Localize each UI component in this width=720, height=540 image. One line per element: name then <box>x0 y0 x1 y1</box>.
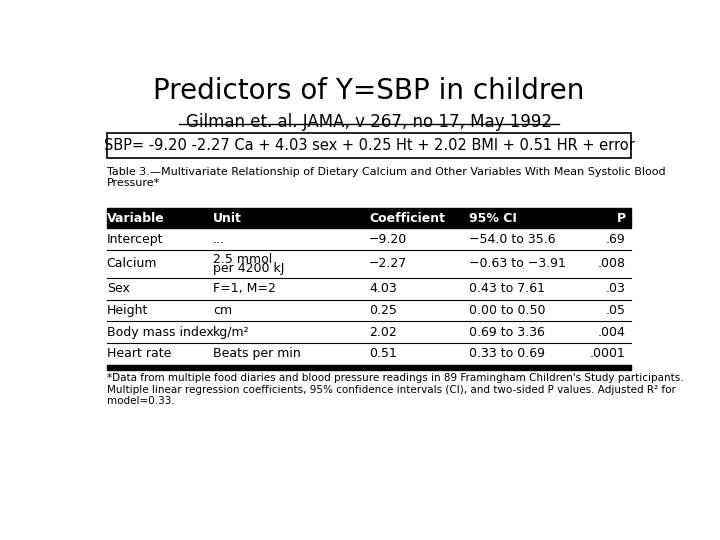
Bar <box>107 300 631 321</box>
Text: Table 3.—Multivariate Relationship of Dietary Calcium and Other Variables With M: Table 3.—Multivariate Relationship of Di… <box>107 167 665 188</box>
Text: .008: .008 <box>598 258 626 271</box>
Text: −0.63 to −3.91: −0.63 to −3.91 <box>469 258 567 271</box>
Bar <box>107 343 631 364</box>
Bar <box>107 364 631 369</box>
Text: cm: cm <box>213 304 232 317</box>
Bar <box>107 250 631 278</box>
Bar <box>107 321 631 343</box>
Text: F=1, M=2: F=1, M=2 <box>213 282 276 295</box>
Text: Heart rate: Heart rate <box>107 347 171 360</box>
Text: 0.69 to 3.36: 0.69 to 3.36 <box>469 326 545 339</box>
Bar <box>107 278 631 300</box>
Text: kg/m²: kg/m² <box>213 326 249 339</box>
Text: 2.02: 2.02 <box>369 326 397 339</box>
Text: .03: .03 <box>606 282 626 295</box>
Text: Calcium: Calcium <box>107 258 157 271</box>
Text: P: P <box>616 212 626 225</box>
Bar <box>107 208 631 228</box>
Text: .004: .004 <box>598 326 626 339</box>
Bar <box>107 228 631 250</box>
Text: 0.25: 0.25 <box>369 304 397 317</box>
Text: Sex: Sex <box>107 282 130 295</box>
Text: ...: ... <box>213 233 225 246</box>
Text: Beats per min: Beats per min <box>213 347 300 360</box>
Text: 2.5 mmol: 2.5 mmol <box>213 253 272 266</box>
Text: Intercept: Intercept <box>107 233 163 246</box>
Text: 95% CI: 95% CI <box>469 212 517 225</box>
Text: Variable: Variable <box>107 212 164 225</box>
Text: 4.03: 4.03 <box>369 282 397 295</box>
Text: −2.27: −2.27 <box>369 258 408 271</box>
Text: per 4200 kJ: per 4200 kJ <box>213 262 284 275</box>
Text: 0.00 to 0.50: 0.00 to 0.50 <box>469 304 546 317</box>
Text: Predictors of Y=SBP in children: Predictors of Y=SBP in children <box>153 77 585 105</box>
Text: 0.43 to 7.61: 0.43 to 7.61 <box>469 282 546 295</box>
Text: SBP= -9.20 -2.27 Ca + 4.03 sex + 0.25 Ht + 2.02 BMI + 0.51 HR + error: SBP= -9.20 -2.27 Ca + 4.03 sex + 0.25 Ht… <box>104 138 634 153</box>
Text: 0.51: 0.51 <box>369 347 397 360</box>
Text: Unit: Unit <box>213 212 242 225</box>
Text: Body mass index: Body mass index <box>107 326 214 339</box>
Text: 0.33 to 0.69: 0.33 to 0.69 <box>469 347 546 360</box>
Text: .05: .05 <box>606 304 626 317</box>
Text: .69: .69 <box>606 233 626 246</box>
Text: Coefficient: Coefficient <box>369 212 445 225</box>
Text: −54.0 to 35.6: −54.0 to 35.6 <box>469 233 556 246</box>
Text: Height: Height <box>107 304 148 317</box>
FancyBboxPatch shape <box>107 133 631 158</box>
Text: Gilman et. al. JAMA, v 267, no 17, May 1992: Gilman et. al. JAMA, v 267, no 17, May 1… <box>186 113 552 131</box>
Text: −9.20: −9.20 <box>369 233 408 246</box>
Text: *Data from multiple food diaries and blood pressure readings in 89 Framingham Ch: *Data from multiple food diaries and blo… <box>107 373 683 406</box>
Text: .0001: .0001 <box>590 347 626 360</box>
